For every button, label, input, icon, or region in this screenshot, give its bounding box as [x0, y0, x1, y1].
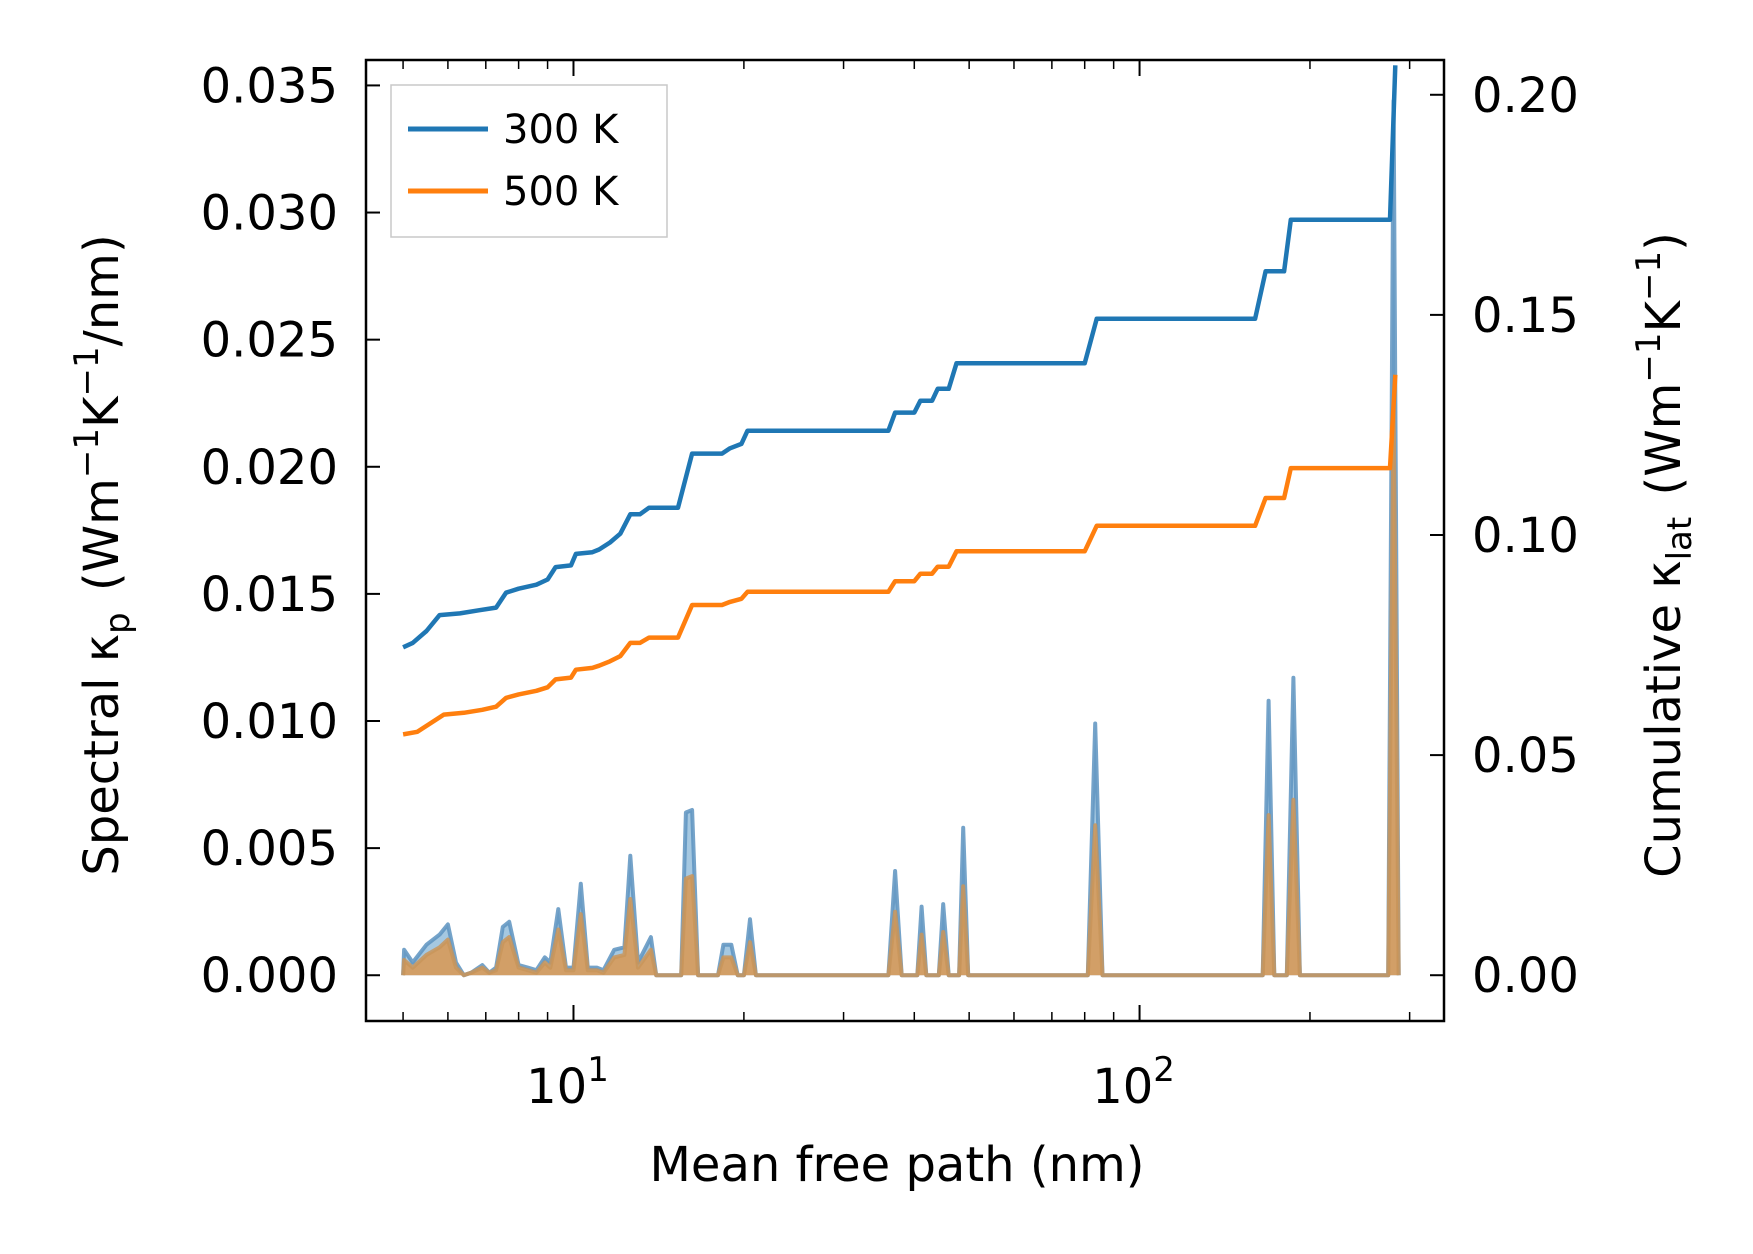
x-tick-label: 102	[1092, 1050, 1175, 1115]
y-right-tick-label: 0.10	[1472, 508, 1579, 564]
y-right-tick-label: 0.00	[1472, 948, 1579, 1004]
y-left-tick-label: 0.025	[201, 313, 338, 369]
y-left-tick-label: 0.010	[201, 694, 338, 750]
y-left-tick-label: 0.015	[201, 567, 338, 623]
y-axis-left-label: Spectral κp (Wm−1K−1/nm)	[67, 234, 138, 875]
legend-label-300k: 300 K	[503, 107, 620, 153]
axes-layer: 0.000 0.005 0.010 0.015 0.020 0.025 0.030 0.035…	[201, 58, 1579, 1115]
y-left-tick-label: 0.000	[201, 948, 338, 1004]
cumulative-line-300k	[402, 65, 1398, 650]
y-axis-right-label: Cumulative κlat (Wm−1K−1)	[1629, 232, 1700, 878]
y-right-sub: lat	[1660, 517, 1700, 561]
y-right-tick-label: 0.20	[1472, 68, 1579, 124]
y-right-tick-label: 0.05	[1472, 728, 1579, 784]
plot-frame	[364, 58, 1446, 1023]
spectral-line-500k	[401, 401, 1401, 978]
y-left-tick-label: 0.035	[201, 58, 338, 114]
spectral-layer	[401, 98, 1401, 978]
x-axis-label: Mean free path (nm)	[650, 1137, 1145, 1193]
y-right-tick-label: 0.15	[1472, 288, 1579, 344]
y-left-sub: p	[98, 612, 138, 634]
y-left-tick-label: 0.005	[201, 821, 338, 877]
cumulative-layer	[402, 65, 1398, 737]
x-tick-label: 101	[526, 1050, 609, 1115]
legend: 300 K 500 K	[390, 84, 668, 238]
cumulative-line-500k	[402, 374, 1398, 737]
legend-label-500k: 500 K	[503, 169, 620, 215]
y-left-tick-label: 0.020	[201, 440, 338, 496]
legend-box	[390, 84, 668, 238]
y-left-tick-label: 0.030	[201, 186, 338, 242]
